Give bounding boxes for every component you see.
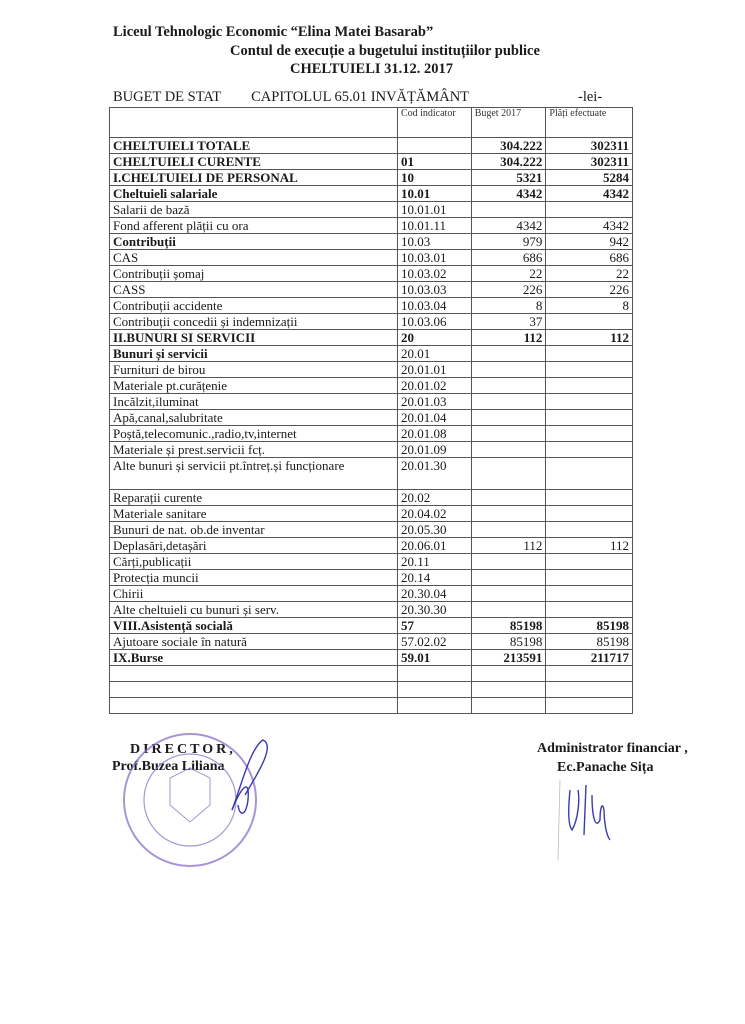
table-row: Furnituri de birou 20.01.01 xyxy=(109,361,633,378)
row-code: 20.30.30 xyxy=(396,601,472,618)
table-row: Poștă,telecomunic.,radio,tv,internet 20.0… xyxy=(109,425,633,442)
table-row: IX.Burse 59.01 213591 211717 xyxy=(109,649,633,666)
director-title: DIRECTOR, xyxy=(130,742,236,757)
row-name: CHELTUIELI TOTALE xyxy=(109,137,398,154)
row-budget: 5321 xyxy=(470,169,547,186)
table-header-row: Cod indicator Buget 2017 Plăți efectuate xyxy=(109,107,633,138)
table-row xyxy=(109,697,633,714)
row-name: Poștă,telecomunic.,radio,tv,internet xyxy=(109,425,398,442)
document-title: Contul de execuție a bugetului instituți… xyxy=(230,43,540,59)
row-paid xyxy=(545,457,633,490)
row-name: Contribuții concedii și indemnizații xyxy=(109,313,398,330)
admin-title: Administrator financiar , xyxy=(537,741,688,756)
row-code xyxy=(396,697,472,714)
row-name: Ajutoare sociale în natură xyxy=(109,633,398,650)
row-code: 20.04.02 xyxy=(396,505,472,522)
currency-unit: -lei- xyxy=(578,89,603,105)
budget-line: BUGET DE STAT CAPITOLUL 65.01 INVĂȚĂMÂNT xyxy=(113,89,469,106)
row-budget: 304.222 xyxy=(470,137,547,154)
column-header-budget: Buget 2017 xyxy=(470,107,547,138)
table-row: Ajutoare sociale în natură 57.02.02 85198 8… xyxy=(109,633,633,650)
row-code: 10.03.02 xyxy=(396,265,472,282)
table-row: Apă,canal,salubritate 20.01.04 xyxy=(109,409,633,426)
row-paid: 942 xyxy=(545,233,633,250)
table-row: Cărți,publicații 20.11 xyxy=(109,553,633,570)
row-code: 10 xyxy=(396,169,472,186)
chapter: CAPITOLUL 65.01 INVĂȚĂMÂNT xyxy=(251,89,470,105)
row-code: 20 xyxy=(396,329,472,346)
director-name: Prof.Buzea Liliana xyxy=(112,759,225,774)
row-name: VIII.Asistență socială xyxy=(109,617,398,634)
row-paid: 5284 xyxy=(545,169,633,186)
row-paid: 211717 xyxy=(545,649,633,666)
table-row: CAS 10.03.01 686 686 xyxy=(109,249,633,266)
row-code: 10.01.11 xyxy=(396,217,472,234)
row-paid xyxy=(545,697,633,714)
row-code: 20.01.08 xyxy=(396,425,472,442)
row-name: Apă,canal,salubritate xyxy=(109,409,398,426)
row-paid: 112 xyxy=(545,537,633,554)
table-row: Deplasări,detașări 20.06.01 112 112 xyxy=(109,537,633,554)
row-name: II.BUNURI SI SERVICII xyxy=(109,329,398,346)
table-row: Bunuri și servicii 20.01 xyxy=(109,345,633,362)
row-budget: 85198 xyxy=(470,633,547,650)
table-row: Alte cheltuieli cu bunuri și serv. 20.30.… xyxy=(109,601,633,618)
row-code: 20.05.30 xyxy=(396,521,472,538)
row-code: 57.02.02 xyxy=(396,633,472,650)
admin-signature xyxy=(557,779,611,861)
row-name: Deplasări,detașări xyxy=(109,537,398,554)
expenses-table: Cod indicator Buget 2017 Plăți efectuate… xyxy=(109,107,633,714)
row-name: CAS xyxy=(109,249,398,266)
row-code: 10.03.01 xyxy=(396,249,472,266)
table-row: Materiale și prest.servicii fcț. 20.01.09 xyxy=(109,441,633,458)
institution-name: Liceul Tehnologic Economic “Elina Matei … xyxy=(113,24,434,40)
table-row: Contribuții concedii și indemnizații 10.0… xyxy=(109,313,633,330)
table-row: Salarii de bază 10.01.01 xyxy=(109,201,633,218)
row-code: 20.06.01 xyxy=(396,537,472,554)
row-code: 10.01.01 xyxy=(396,201,472,218)
row-name: Materiale sanitare xyxy=(109,505,398,522)
document-subtitle: CHELTUIELI 31.12. 2017 xyxy=(290,61,454,77)
row-budget: 686 xyxy=(470,249,547,266)
director-signature xyxy=(231,739,268,814)
row-paid: 85198 xyxy=(545,617,633,634)
row-paid: 302311 xyxy=(545,137,633,154)
table-row: CHELTUIELI TOTALE 304.222 302311 xyxy=(109,137,633,154)
row-budget: 22 xyxy=(470,265,547,282)
row-name: Reparații curente xyxy=(109,489,398,506)
row-name xyxy=(109,697,398,714)
row-budget: 979 xyxy=(470,233,547,250)
column-header-name xyxy=(109,107,398,138)
table-row: Chirii 20.30.04 xyxy=(109,585,633,602)
table-row: Contribuții accidente 10.03.04 8 8 xyxy=(109,297,633,314)
row-name: Incălzit,iluminat xyxy=(109,393,398,410)
row-name: Contribuții accidente xyxy=(109,297,398,314)
row-budget xyxy=(470,697,547,714)
row-code: 20.30.04 xyxy=(396,585,472,602)
table-row: Incălzit,iluminat 20.01.03 xyxy=(109,393,633,410)
table-row: VIII.Asistență socială 57 85198 85198 xyxy=(109,617,633,634)
row-name: Cărți,publicații xyxy=(109,553,398,570)
budget-type: BUGET DE STAT xyxy=(113,89,222,105)
row-name: Alte bunuri și servicii pt.întreț.și fun… xyxy=(109,457,398,490)
table-row: Materiale sanitare 20.04.02 xyxy=(109,505,633,522)
column-header-code: Cod indicator xyxy=(396,107,472,138)
row-code: 01 xyxy=(396,153,472,170)
row-name: Alte cheltuieli cu bunuri și serv. xyxy=(109,601,398,618)
admin-name: Ec.Panache Sița xyxy=(557,760,654,775)
